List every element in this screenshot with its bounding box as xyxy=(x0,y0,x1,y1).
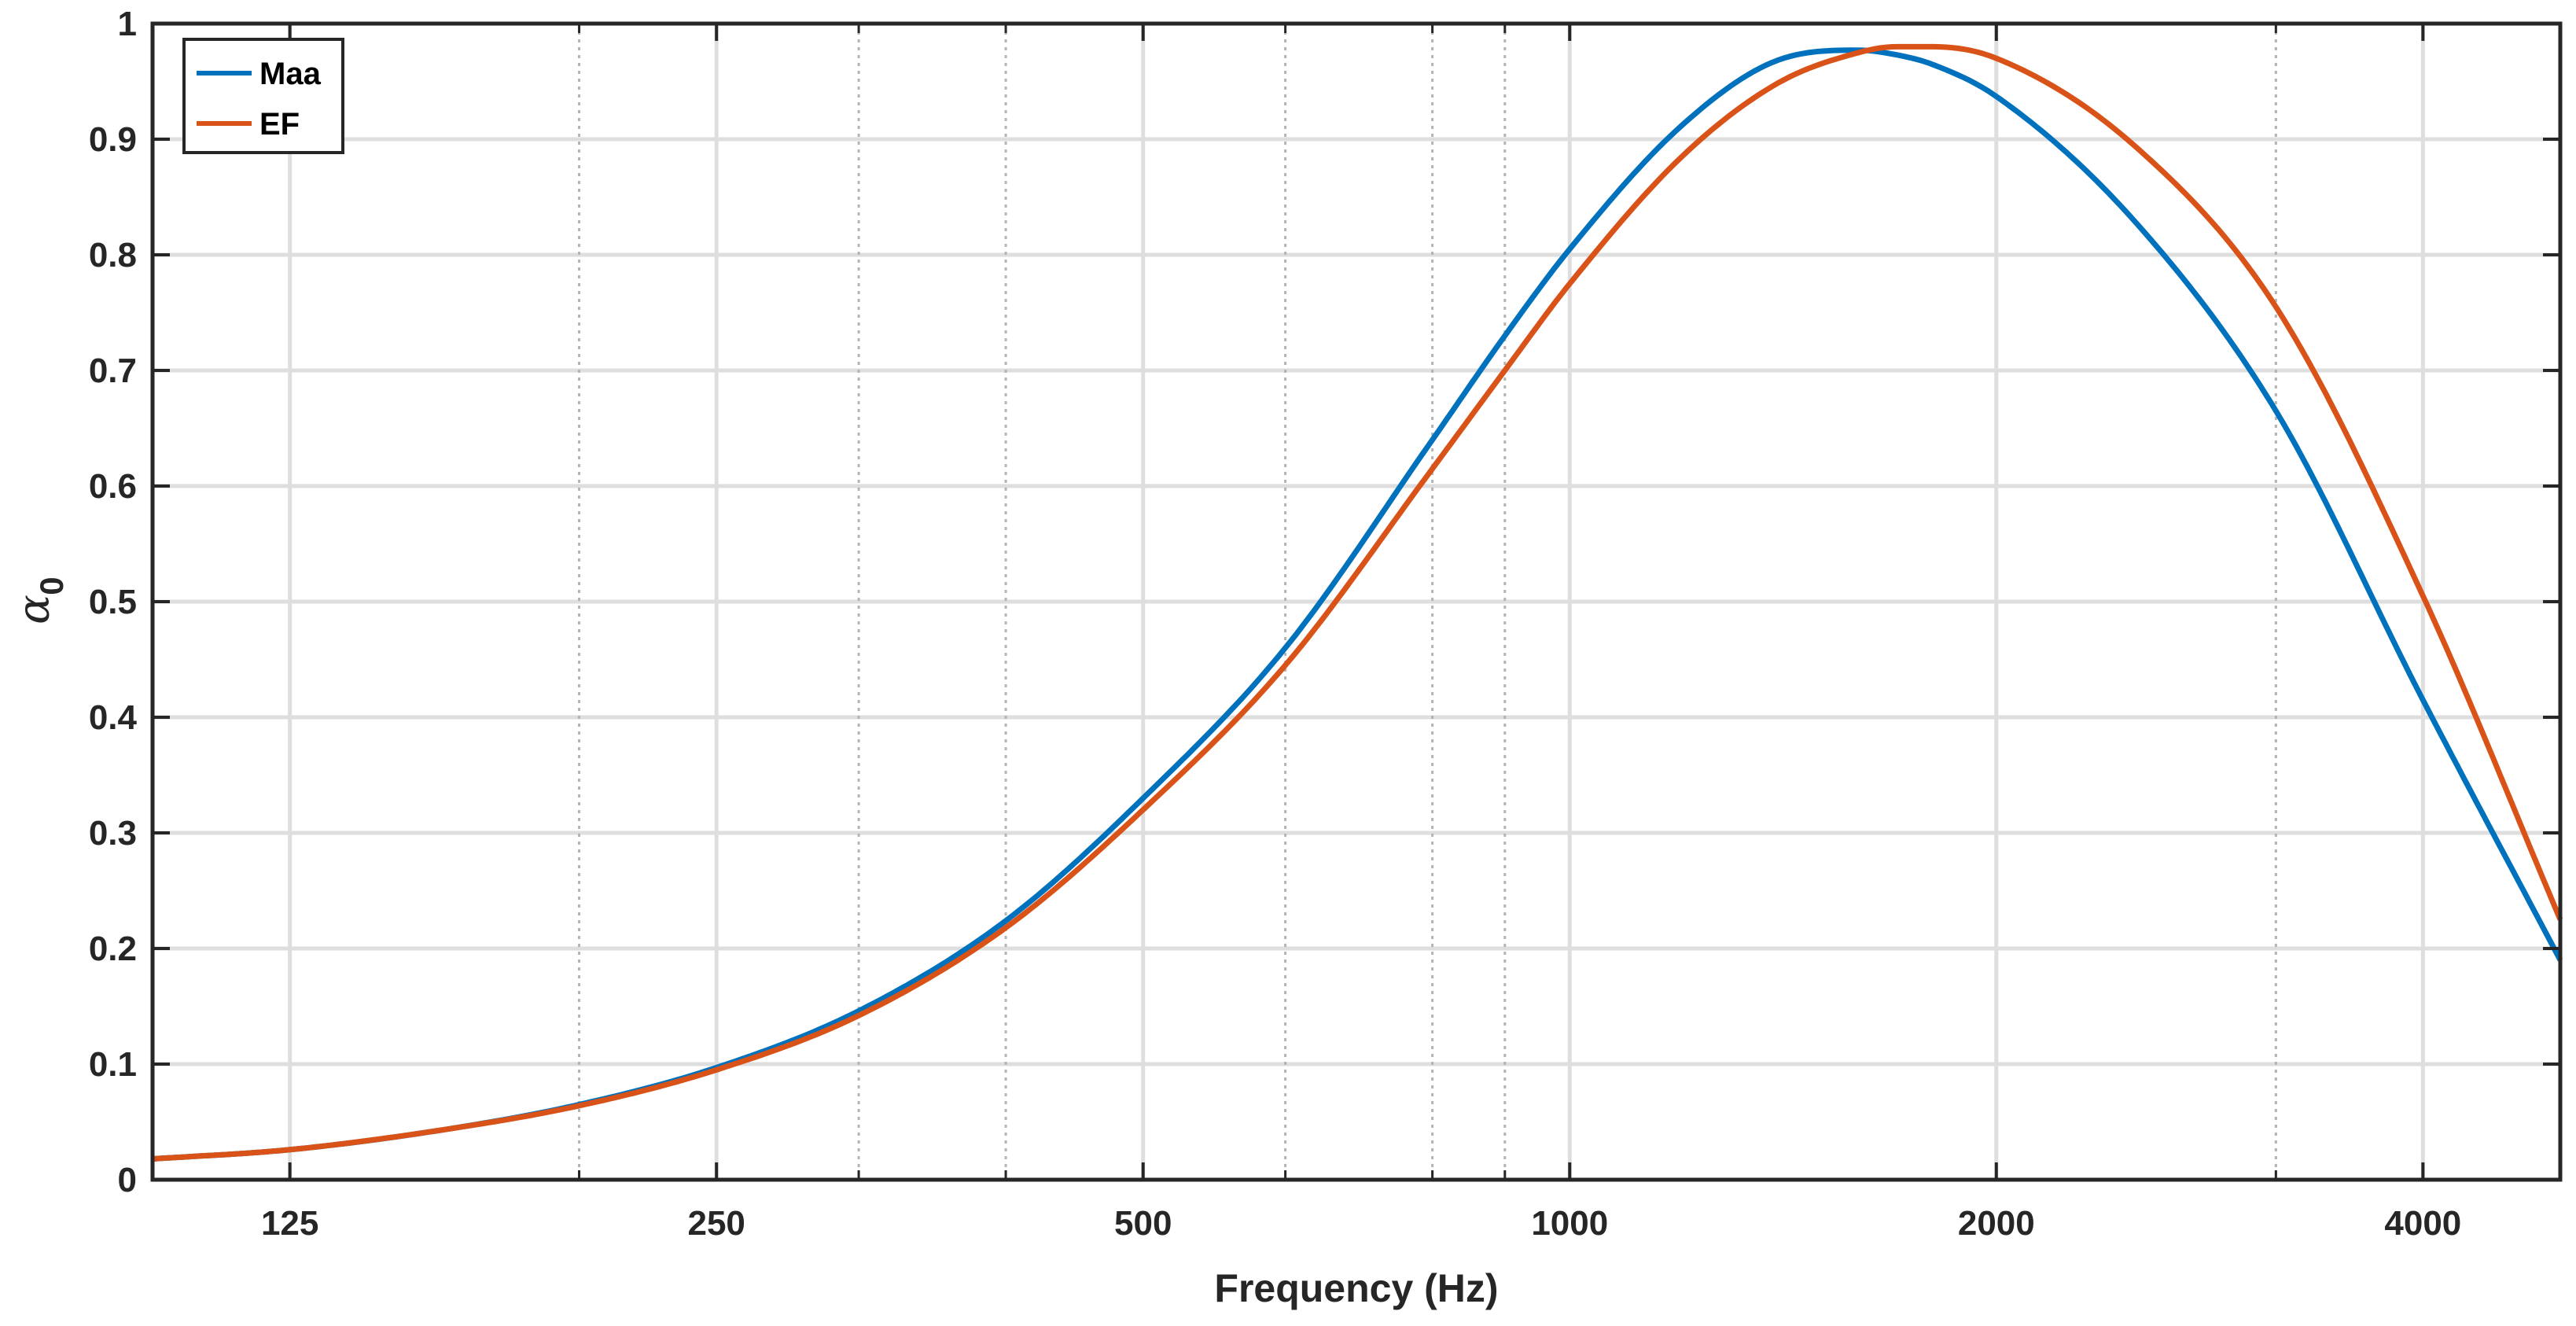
y-tick-label: 0.1 xyxy=(89,1045,137,1084)
x-tick-label: 500 xyxy=(1114,1204,1172,1243)
tick-labels: 0 0.1 0.2 0.3 0.4 0.5 0.6 0.7 0.8 0.9 1 125 250 500 10… xyxy=(89,5,2461,1243)
series-line-ef xyxy=(152,43,2563,1162)
x-tick-label: 2000 xyxy=(1958,1204,2035,1243)
legend-label-maa: Maa xyxy=(259,57,322,91)
x-tick-label: 125 xyxy=(261,1204,318,1243)
y-axis-title: α 0 xyxy=(9,576,70,624)
series-lines xyxy=(152,43,2563,1162)
legend: Maa EF xyxy=(182,38,344,154)
y-tick-label: 0.8 xyxy=(89,236,137,274)
y-tick-label: 1 xyxy=(118,5,137,43)
y-tick-label: 0.2 xyxy=(89,930,137,968)
y-tick-label: 0.7 xyxy=(89,352,137,390)
x-tick-label: 1000 xyxy=(1531,1204,1608,1243)
y-tick-label: 0.4 xyxy=(89,698,138,737)
y-axis-title-subscript: 0 xyxy=(33,576,70,595)
y-tick-label: 0.6 xyxy=(89,467,137,506)
y-tick-label: 0.3 xyxy=(89,814,137,853)
x-axis-title: Frequency (Hz) xyxy=(1214,1266,1498,1310)
x-tick-label: 250 xyxy=(687,1204,745,1243)
y-tick-label: 0.9 xyxy=(89,120,137,159)
y-tick-label: 0 xyxy=(118,1161,137,1199)
y-tick-label: 0.5 xyxy=(89,583,137,621)
y-axis-title-symbol: α xyxy=(9,595,60,624)
legend-label-ef: EF xyxy=(259,107,300,142)
x-tick-label: 4000 xyxy=(2384,1204,2461,1243)
legend-box xyxy=(182,38,344,154)
axis-ticks xyxy=(153,22,2560,1181)
